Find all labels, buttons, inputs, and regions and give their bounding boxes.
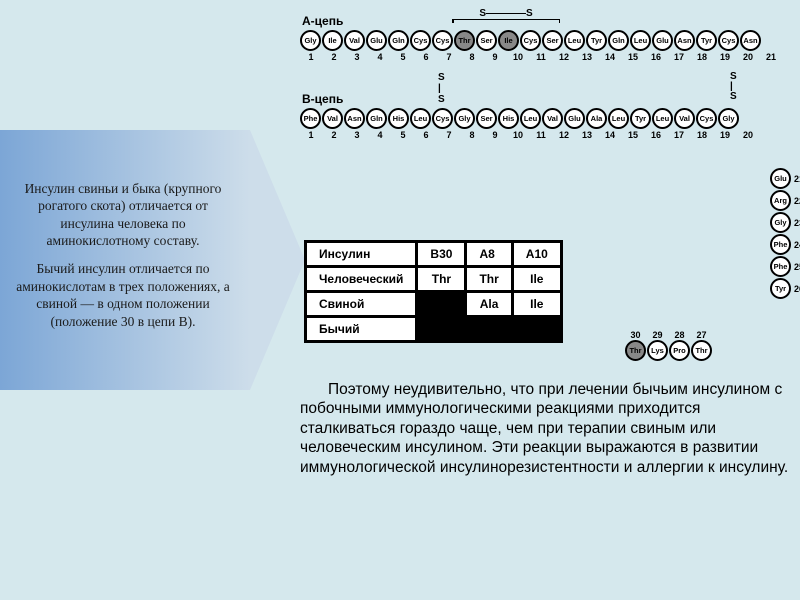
b-residue-28: Pro [669,340,690,361]
b-residue-25: Phe [770,256,791,277]
a-chain-numbers: 123456789101112131415161718192021 [300,52,790,62]
b-residue-10: His [498,108,519,129]
a-residue-11: Cys [520,30,541,51]
th-a8: А8 [466,242,512,267]
arrow-para-1: Инсулин свиньи и быка (крупного рогатого… [14,180,232,250]
b-residue-15: Leu [608,108,629,129]
a-residue-20: Cys [718,30,739,51]
b-residue-20: Gly [718,108,739,129]
b-residue-26: Tyr [770,278,791,299]
b-residue-14: Ala [586,108,607,129]
species-diff-table: Инсулин В30 А8 А10 ЧеловеческийThrThrIle… [304,240,563,343]
a-residue-3: Val [344,30,365,51]
b-chain-label: В-цепь [302,92,790,106]
a-residue-19: Tyr [696,30,717,51]
a-residue-9: Ser [476,30,497,51]
a-residue-18: Asn [674,30,695,51]
table-header-row: Инсулин В30 А8 А10 [306,242,562,267]
a-residue-7: Cys [432,30,453,51]
b-residue-3: Asn [344,108,365,129]
a-residue-2: Ile [322,30,343,51]
b-residue-17: Leu [652,108,673,129]
a-residue-21: Asn [740,30,761,51]
table-row: СвинойAlaIle [306,292,562,317]
th-insulin: Инсулин [306,242,417,267]
a-residue-8: Thr [454,30,475,51]
b-residue-22: Arg [770,190,791,211]
b-residue-18: Val [674,108,695,129]
b-residue-7: Cys [432,108,453,129]
a-residue-13: Leu [564,30,585,51]
table-body: ЧеловеческийThrThrIleСвинойAlaIleБычий [306,267,562,342]
b-residue-30: Thr [625,340,646,361]
a-residue-12: Ser [542,30,563,51]
b-residue-19: Cys [696,108,717,129]
b-chain-tail-horizontal: 27Thr28Pro29Lys30Thr [625,330,712,361]
th-a10: А10 [512,242,561,267]
a-residue-10: Ile [498,30,519,51]
a-residue-15: Gln [608,30,629,51]
b-residue-29: Lys [647,340,668,361]
b-residue-9: Ser [476,108,497,129]
ss-a7-b7: S|S [438,72,445,105]
disulfide-a6-a11: S————S [452,8,560,20]
table-row: ЧеловеческийThrThrIle [306,267,562,292]
table-row: Бычий [306,317,562,342]
b-residue-16: Tyr [630,108,651,129]
b-chain-numbers: 1234567891011121314151617181920 [300,130,790,140]
ss-a20-b19: S|S [730,72,737,102]
a-residue-1: Gly [300,30,321,51]
b-residue-27: Thr [691,340,712,361]
b-residue-24: Phe [770,234,791,255]
a-chain: GlyIleValGluGlnCysCysThrSerIleCysSerLeuT… [300,30,790,51]
b-residue-4: Gln [366,108,387,129]
b-residue-13: Glu [564,108,585,129]
b-residue-6: Leu [410,108,431,129]
a-residue-17: Glu [652,30,673,51]
insulin-diagram: S————S А-цепь GlyIleValGluGlnCysCysThrSe… [300,10,790,140]
body-text: Поэтому неудивительно, что при лечении б… [300,380,790,477]
th-b30: В30 [417,242,466,267]
b-chain-tail-vertical: Glu21Arg22Gly23Phe24Phe25Tyr26 [770,168,800,299]
arrow-callout: Инсулин свиньи и быка (крупного рогатого… [0,130,250,390]
a-residue-14: Tyr [586,30,607,51]
body-paragraph: Поэтому неудивительно, что при лечении б… [300,380,790,477]
a-residue-16: Leu [630,30,651,51]
b-residue-21: Glu [770,168,791,189]
b-residue-12: Val [542,108,563,129]
b-residue-2: Val [322,108,343,129]
b-residue-8: Gly [454,108,475,129]
a-residue-4: Glu [366,30,387,51]
a-residue-5: Gln [388,30,409,51]
b-residue-23: Gly [770,212,791,233]
arrow-para-2: Бычий инсулин отличается по аминокислота… [14,260,232,330]
b-residue-5: His [388,108,409,129]
b-residue-11: Leu [520,108,541,129]
a-residue-6: Cys [410,30,431,51]
b-chain: PheValAsnGlnHisLeuCysGlySerHisLeuValGluA… [300,108,790,129]
b-residue-1: Phe [300,108,321,129]
